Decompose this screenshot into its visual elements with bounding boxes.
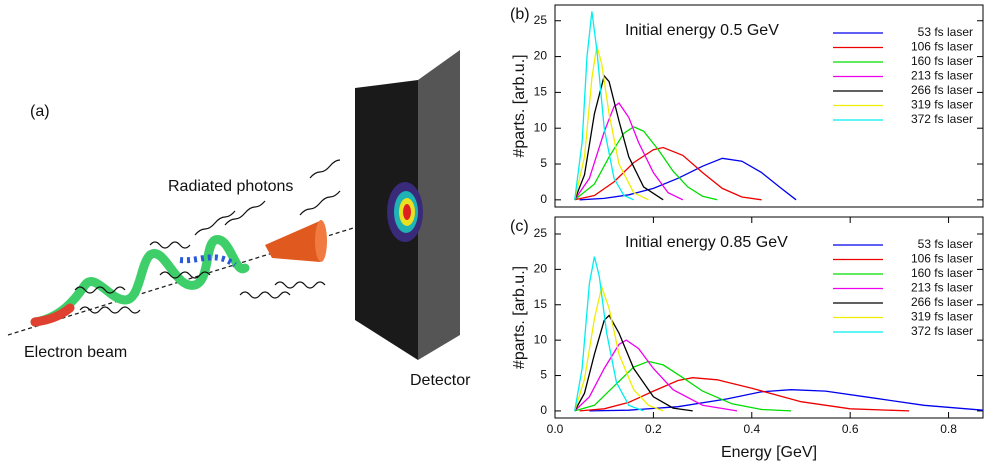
- legend-label: 106 fs laser: [911, 252, 973, 266]
- y-tick-label: 25: [534, 226, 548, 240]
- series-line: [574, 102, 684, 201]
- annotation: Initial energy 0.85 GeV: [625, 234, 788, 251]
- legend-label: 106 fs laser: [911, 40, 973, 54]
- beam-label: Electron beam: [24, 344, 127, 361]
- series-line: [574, 314, 693, 412]
- legend-label: 319 fs laser: [911, 98, 973, 112]
- series-line: [589, 389, 984, 412]
- y-tick-label: 15: [534, 297, 548, 311]
- legend-label: 319 fs laser: [911, 310, 973, 324]
- y-tick-label: 0: [540, 192, 547, 206]
- series-line: [574, 126, 718, 201]
- cone-base: [315, 220, 327, 262]
- y-tick-label: 20: [534, 262, 548, 276]
- x-tick-label: 0.4: [743, 422, 760, 436]
- panel-label: (c): [510, 218, 529, 235]
- legend-label: 372 fs laser: [911, 112, 973, 126]
- y-axis-label: #parts. [arb.u.]: [511, 266, 528, 369]
- y-axis-label: #parts. [arb.u.]: [511, 54, 528, 157]
- electron-helix-tail: [30, 303, 75, 327]
- annotation: Initial energy 0.5 GeV: [625, 22, 779, 39]
- series-line: [574, 256, 644, 412]
- x-tick-label: 0.8: [940, 422, 957, 436]
- y-tick-label: 5: [540, 368, 547, 382]
- plot-frame: [554, 4, 984, 208]
- y-tick-label: 25: [534, 13, 548, 27]
- photons: [74, 159, 341, 314]
- series-line: [579, 377, 910, 412]
- legend-label: 160 fs laser: [911, 266, 973, 280]
- electron-helix-blue: [179, 254, 237, 268]
- legend-label: 266 fs laser: [911, 83, 973, 97]
- series-line: [574, 45, 649, 201]
- series-line: [579, 157, 797, 201]
- legend-label: 160 fs laser: [911, 54, 973, 68]
- legend-label: 372 fs laser: [911, 324, 973, 338]
- detector-face: [355, 80, 418, 360]
- series-line: [574, 74, 664, 201]
- series-line: [574, 339, 738, 412]
- legend-label: 213 fs laser: [911, 281, 973, 295]
- legend-label: 266 fs laser: [911, 295, 973, 309]
- y-tick-label: 5: [540, 156, 547, 170]
- y-tick-label: 0: [540, 403, 547, 417]
- series-line: [574, 360, 792, 412]
- x-axis-label: Energy [GeV]: [721, 444, 817, 461]
- series-line: [574, 284, 664, 412]
- y-tick-label: 10: [534, 120, 548, 134]
- cone: [265, 220, 322, 262]
- series-line: [574, 146, 762, 201]
- beam-axis: [7, 211, 406, 336]
- series-line: [574, 11, 634, 201]
- y-tick-label: 20: [534, 49, 548, 63]
- panel-label: (a): [30, 103, 50, 120]
- diagram: (a) Radiated photons Electron beam Detec…: [7, 50, 471, 389]
- x-tick-label: 0.0: [547, 422, 564, 436]
- legend-label: 53 fs laser: [918, 237, 973, 251]
- plot-frame: [554, 216, 984, 419]
- legend-label: 213 fs laser: [911, 69, 973, 83]
- detector-side: [418, 50, 460, 360]
- x-tick-label: 0.6: [842, 422, 859, 436]
- electron-helix: [30, 235, 250, 327]
- detector-label: Detector: [410, 372, 471, 389]
- spot-core: [403, 204, 411, 220]
- photons-label: Radiated photons: [168, 178, 293, 195]
- y-tick-label: 10: [534, 332, 548, 346]
- legend-label: 53 fs laser: [918, 25, 973, 39]
- x-tick-label: 0.2: [645, 422, 662, 436]
- panel-label: (b): [510, 6, 530, 23]
- y-tick-label: 15: [534, 85, 548, 99]
